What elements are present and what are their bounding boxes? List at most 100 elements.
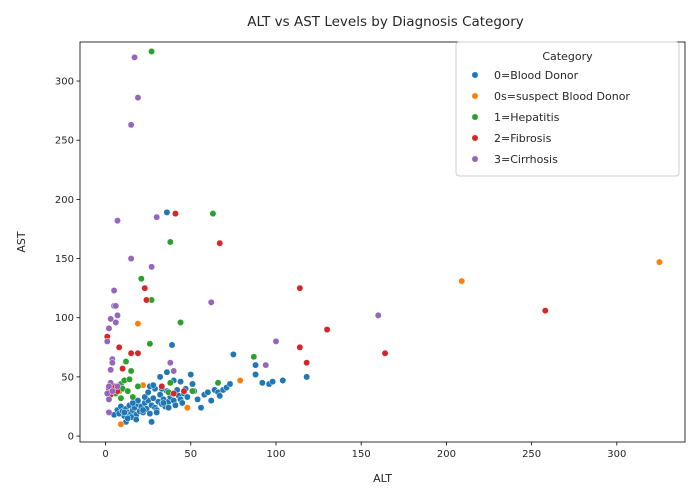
data-point — [168, 341, 176, 349]
data-point — [258, 379, 266, 387]
data-point — [134, 320, 142, 328]
legend-label: 0s=suspect Blood Donor — [494, 90, 630, 103]
data-point — [134, 382, 142, 390]
data-point — [108, 359, 116, 367]
data-point — [119, 365, 127, 373]
data-point — [166, 379, 174, 387]
data-point — [148, 418, 156, 426]
data-point — [141, 393, 149, 401]
data-point — [125, 375, 133, 383]
data-point — [252, 371, 259, 378]
data-point — [112, 319, 120, 326]
y-tick-label: 200 — [55, 195, 74, 206]
data-point — [107, 366, 115, 374]
y-tick-label: 0 — [68, 432, 74, 443]
data-point — [207, 298, 215, 306]
data-point — [303, 373, 311, 381]
data-point — [107, 315, 115, 323]
data-point — [117, 420, 125, 428]
data-point — [296, 343, 304, 351]
data-point — [114, 217, 121, 225]
data-point — [149, 394, 157, 402]
x-tick-label: 100 — [266, 449, 285, 460]
y-tick-label: 300 — [55, 77, 74, 88]
data-point — [158, 382, 166, 390]
data-point — [108, 387, 116, 395]
data-point — [117, 394, 125, 402]
data-point — [137, 275, 145, 283]
data-point — [214, 379, 222, 387]
x-axis-label: ALT — [373, 472, 392, 485]
y-tick-label: 250 — [55, 136, 74, 147]
data-point — [226, 380, 234, 388]
data-point — [105, 395, 113, 403]
data-point — [103, 337, 111, 345]
data-point — [303, 359, 311, 367]
data-point — [296, 284, 304, 292]
data-point — [229, 350, 237, 358]
data-point — [269, 378, 277, 386]
data-point — [197, 404, 205, 412]
data-point — [166, 359, 174, 367]
data-point — [148, 263, 156, 271]
legend-marker — [471, 71, 479, 79]
plot-frame — [79, 41, 686, 443]
data-point — [236, 377, 244, 384]
data-point — [374, 311, 382, 319]
data-point — [127, 349, 135, 357]
x-tick-label: 0 — [102, 449, 108, 460]
data-point — [187, 371, 195, 378]
legend-box — [455, 41, 680, 177]
data-point — [180, 387, 188, 395]
data-point — [144, 388, 152, 396]
legend-marker — [471, 92, 479, 100]
chart-title: ALT vs AST Levels by Diagnosis Category — [247, 14, 523, 30]
legend-label: 2=Fibrosis — [494, 132, 552, 145]
data-point — [110, 287, 118, 294]
data-point — [252, 361, 259, 369]
legend-label: 1=Hepatitis — [494, 111, 560, 124]
y-axis-ticks: 0 50 100 150 200 250 300 — [55, 77, 80, 443]
data-point — [170, 390, 178, 397]
data-point — [183, 393, 191, 401]
data-point — [149, 381, 157, 389]
data-point — [120, 408, 128, 416]
data-point — [177, 319, 184, 326]
x-tick-label: 200 — [437, 449, 456, 460]
legend-label: 0=Blood Donor — [494, 69, 579, 82]
legend-marker — [471, 134, 479, 142]
data-point — [146, 340, 154, 348]
data-point — [153, 213, 161, 221]
data-point — [166, 238, 174, 246]
data-point — [127, 367, 135, 375]
legend-marker — [471, 113, 479, 121]
data-point — [209, 210, 217, 218]
data-point — [381, 349, 389, 357]
x-tick-label: 300 — [607, 449, 626, 460]
data-point — [183, 404, 191, 412]
legend: Category 0=Blood Donor 0s=suspect Blood D… — [455, 41, 680, 177]
data-point — [171, 210, 179, 218]
data-point — [655, 258, 663, 266]
data-point — [105, 324, 113, 332]
data-point — [105, 382, 113, 390]
data-point — [279, 377, 287, 384]
data-point — [127, 255, 135, 263]
data-point — [129, 399, 137, 407]
data-point — [114, 382, 121, 390]
data-point — [160, 399, 167, 407]
data-point — [127, 121, 135, 129]
data-point — [171, 401, 179, 409]
y-axis-label: AST — [15, 231, 28, 253]
data-point — [105, 408, 113, 416]
data-point — [323, 326, 331, 334]
data-point — [541, 307, 549, 315]
data-point — [139, 406, 147, 414]
x-axis-ticks: 0 50 100 150 200 250 300 — [102, 442, 626, 460]
points-layer — [103, 48, 663, 428]
data-point — [262, 361, 270, 369]
data-point — [165, 404, 173, 412]
data-point — [207, 397, 215, 405]
data-point — [114, 311, 121, 319]
